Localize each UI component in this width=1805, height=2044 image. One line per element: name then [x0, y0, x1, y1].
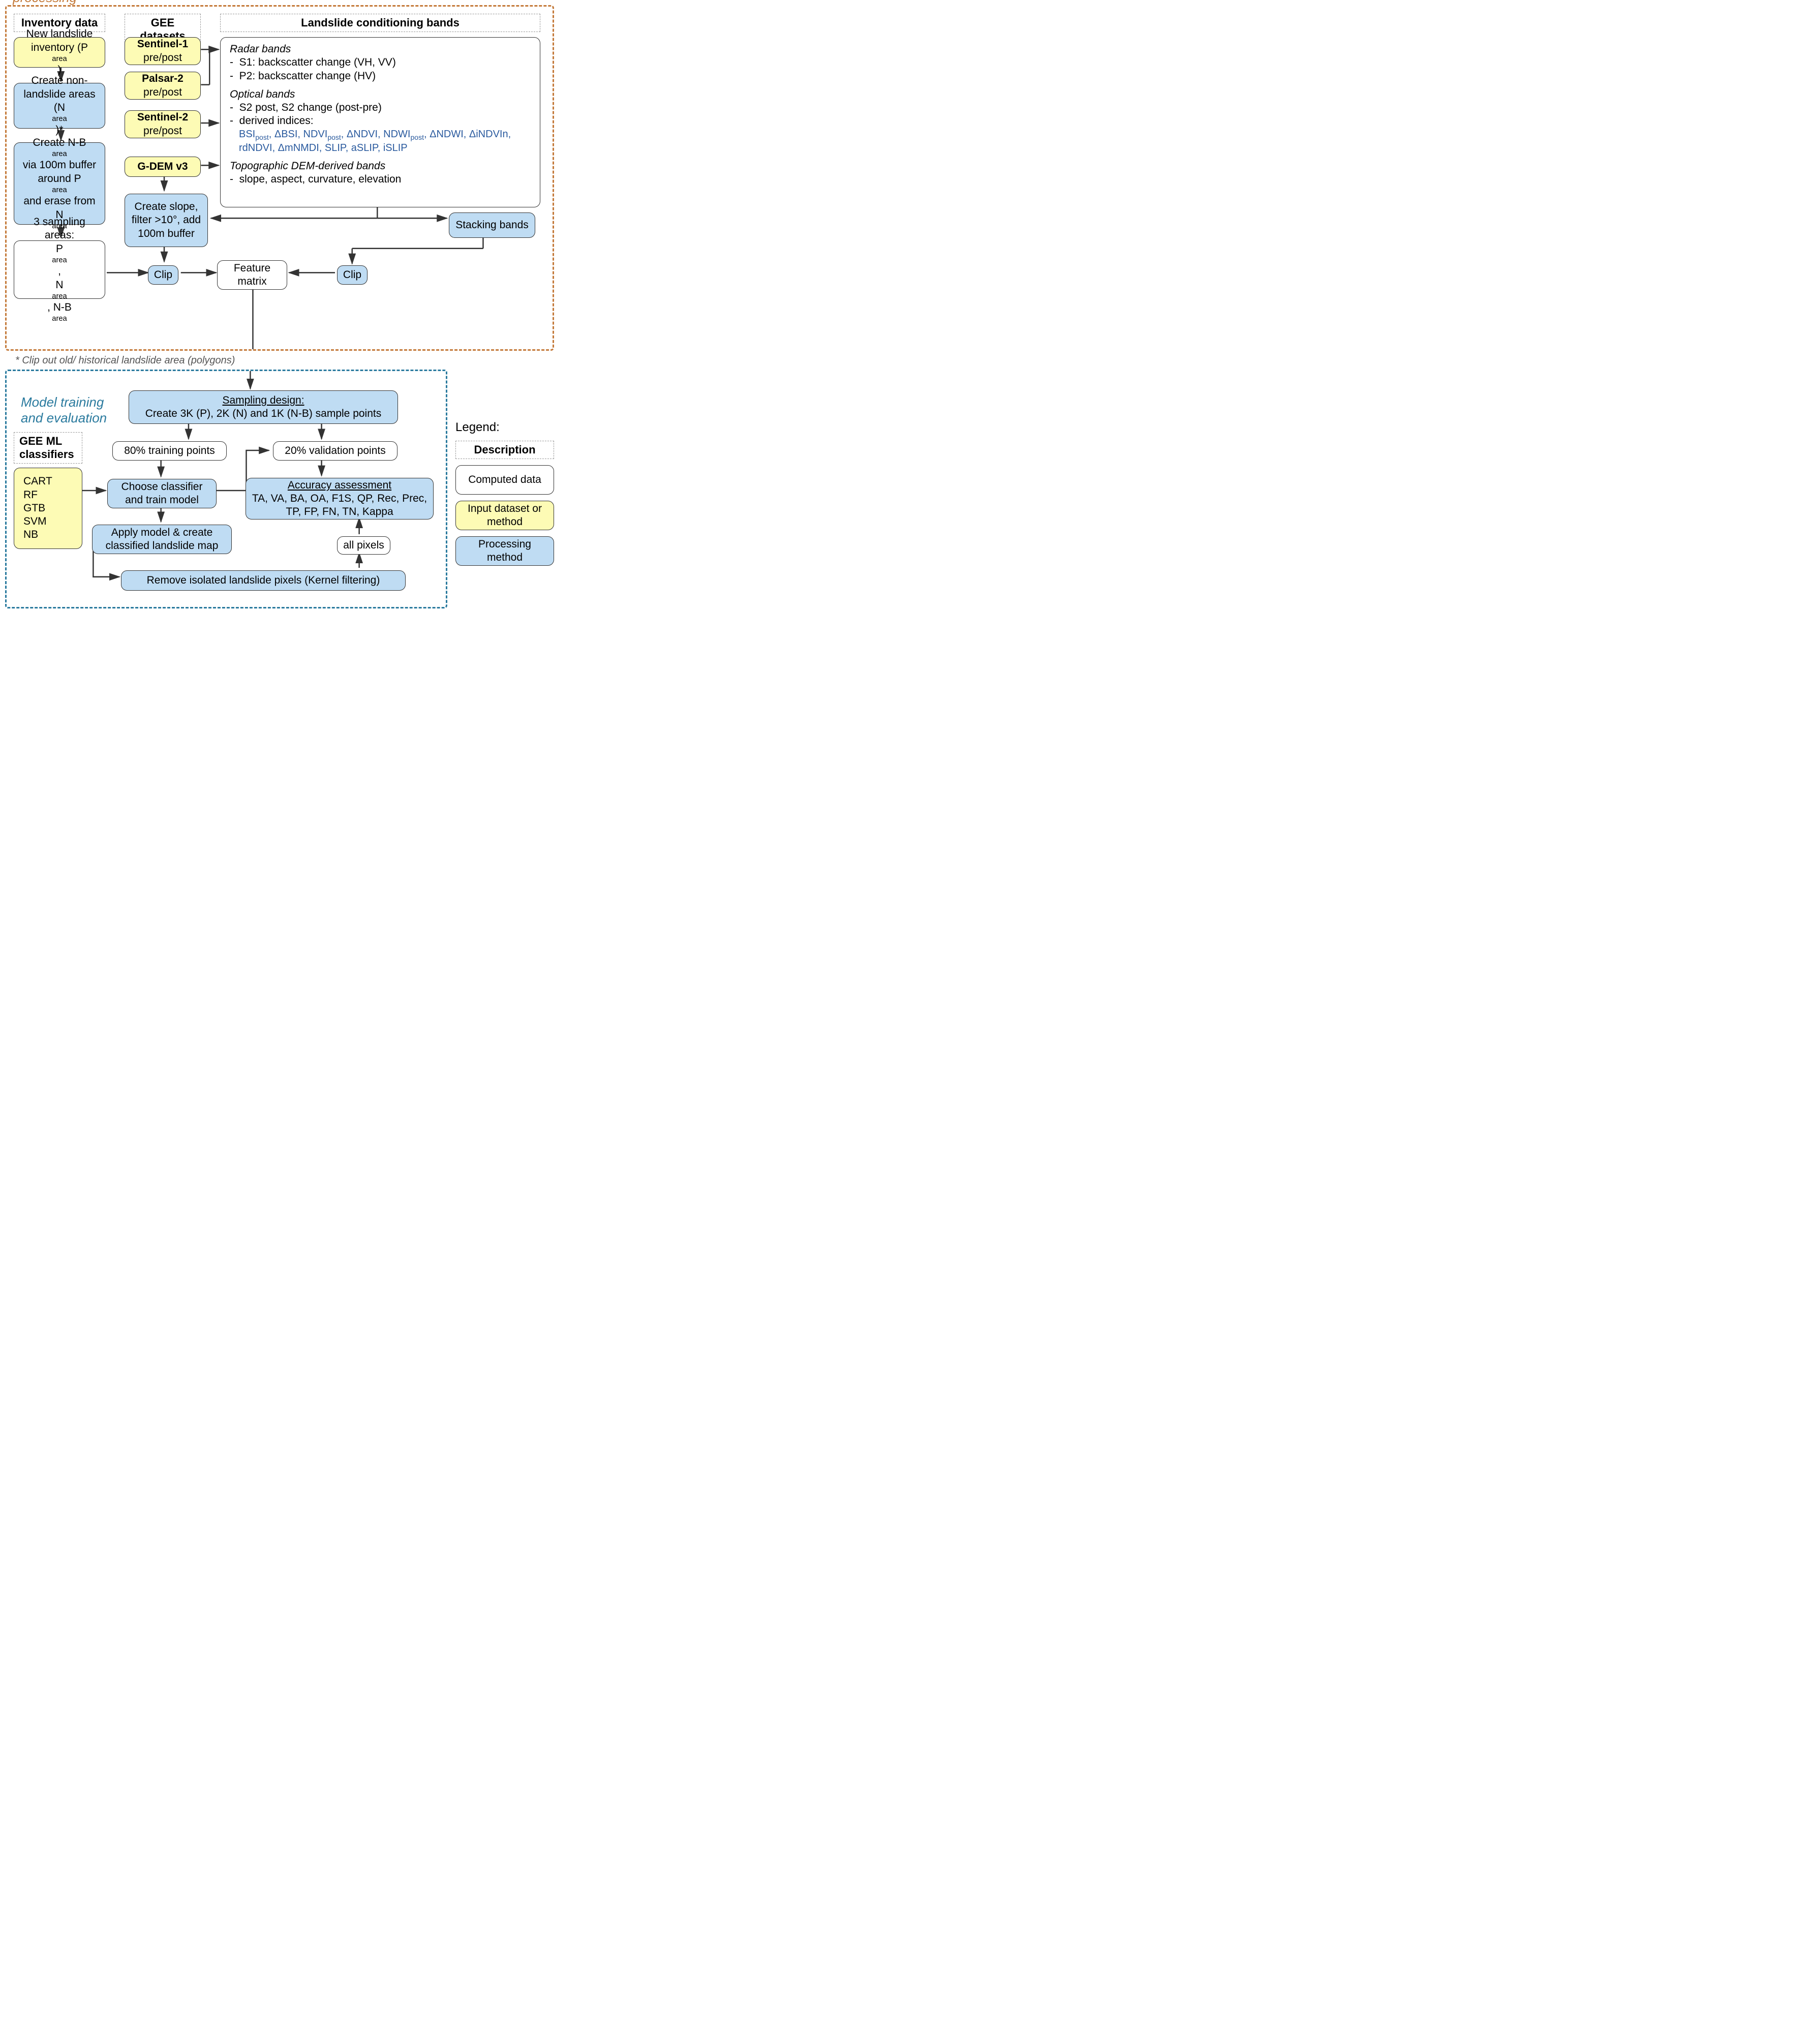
radar-heading: Radar bands — [230, 43, 531, 56]
legend-processing: Processing method — [455, 536, 554, 566]
validation-points: 20% validation points — [273, 441, 397, 461]
train-label: Model training and evaluation — [21, 394, 117, 426]
training-points: 80% training points — [112, 441, 227, 461]
header-cond: Landslide conditioning bands — [220, 14, 540, 32]
legend-input: Input dataset or method — [455, 501, 554, 530]
radar1: S1: backscatter change (VH, VV) — [239, 56, 396, 68]
three-sampling-areas: 3 sampling areas:Parea,Narea, N-Barea — [14, 240, 105, 299]
sentinel1: Sentinel-1 pre/post — [125, 37, 201, 65]
optical1: S2 post, S2 change (post-pre) — [239, 102, 382, 113]
create-nonlandslide: Create non-landslide areas (Narea)* — [14, 83, 105, 129]
stacking-bands: Stacking bands — [449, 212, 535, 238]
clip-right: Clip — [337, 265, 368, 285]
preproc-label: Pre-processing — [6, 0, 77, 6]
all-pixels: all pixels — [337, 536, 390, 555]
ml-classifiers-list: CARTRFGTBSVMNB — [14, 468, 82, 549]
training-section: Model training and evaluation GEE ML cla… — [5, 370, 447, 608]
derived-indices: BSIpost, ΔBSI, NDVIpost, ΔNDVI, NDWIpost… — [230, 128, 531, 155]
create-nb: Create N-Barea via 100m buffer around Pa… — [14, 142, 105, 225]
palsar2: Palsar-2 pre/post — [125, 72, 201, 100]
clip-left: Clip — [148, 265, 178, 285]
choose-classifier: Choose classifier and train model — [107, 479, 217, 508]
conditioning-bands-box: Radar bands - S1: backscatter change (VH… — [220, 37, 540, 207]
preprocessing-section: Pre-processing Inventory data GEE datase… — [5, 5, 554, 351]
radar2: P2: backscatter change (HV) — [239, 70, 376, 82]
accuracy-assessment: Accuracy assessment TA, VA, BA, OA, F1S,… — [246, 478, 434, 520]
feature-matrix: Feature matrix — [217, 260, 287, 290]
optical-heading: Optical bands — [230, 88, 531, 101]
optical2: derived indices: — [239, 115, 314, 127]
footnote: * Clip out old/ historical landslide are… — [15, 355, 554, 367]
sentinel2: Sentinel-2 pre/post — [125, 110, 201, 138]
sampling-design: Sampling design: Create 3K (P), 2K (N) a… — [129, 390, 398, 424]
ml-classifiers-header: GEE ML classifiers — [14, 432, 82, 464]
create-slope: Create slope, filter >10°, add 100m buff… — [125, 194, 208, 247]
legend: Legend: Description Computed data Input … — [455, 370, 554, 566]
legend-title: Legend: — [455, 420, 554, 435]
new-inventory: New landslide inventory (Parea) — [14, 37, 105, 68]
topo1: slope, aspect, curvature, elevation — [239, 173, 402, 185]
gdem: G-DEM v3 — [125, 157, 201, 177]
remove-isolated: Remove isolated landslide pixels (Kernel… — [121, 570, 406, 591]
legend-description: Description — [455, 441, 554, 459]
legend-computed: Computed data — [455, 465, 554, 495]
topo-heading: Topographic DEM-derived bands — [230, 160, 531, 173]
apply-model: Apply model & create classified landslid… — [92, 525, 232, 554]
